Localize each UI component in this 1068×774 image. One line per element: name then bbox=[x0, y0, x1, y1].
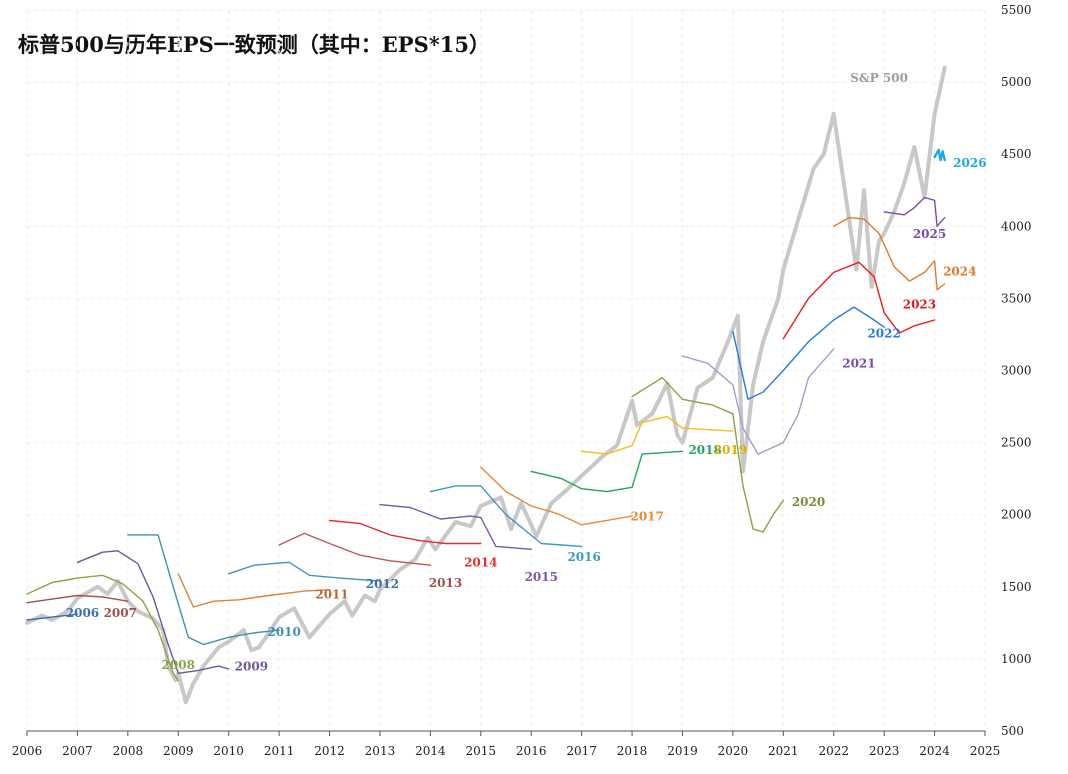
series-line-2013 bbox=[278, 532, 432, 566]
y-tick-label: 1000 bbox=[1001, 652, 1032, 666]
y-tick-label: 4000 bbox=[1001, 219, 1032, 233]
series-label-2022: 2022 bbox=[867, 326, 900, 340]
series-label-2019: 2019 bbox=[714, 443, 747, 457]
series-line-2007 bbox=[26, 594, 129, 604]
y-tick-label: 1500 bbox=[1001, 580, 1032, 594]
x-tick-label: 2009 bbox=[163, 744, 194, 758]
series-label-2025: 2025 bbox=[913, 227, 946, 241]
x-tick-label: 2019 bbox=[667, 744, 698, 758]
x-tick-label: 2006 bbox=[12, 744, 43, 758]
series-line-2014 bbox=[328, 519, 482, 545]
series-line-2008 bbox=[26, 574, 179, 682]
series-label-2014: 2014 bbox=[464, 556, 497, 570]
x-tick-label: 2007 bbox=[62, 744, 93, 758]
series-line-2015 bbox=[379, 503, 532, 550]
y-tick-label: 5500 bbox=[1001, 3, 1032, 17]
series-label-2007: 2007 bbox=[104, 606, 137, 620]
series-label-2009: 2009 bbox=[235, 659, 268, 673]
x-tick-label: 2010 bbox=[213, 744, 244, 758]
series-line-2006 bbox=[26, 613, 79, 621]
x-tick-label: 2013 bbox=[365, 744, 396, 758]
series-line-s-p-500 bbox=[25, 65, 947, 705]
series-label-2012: 2012 bbox=[366, 577, 399, 591]
series-line-2021 bbox=[681, 348, 835, 455]
y-tick-label: 2500 bbox=[1001, 436, 1032, 450]
series-line-2019 bbox=[580, 415, 734, 455]
axes: 500 1000 1500 2000 2500 3000 3500 4000 4500 5000 5… bbox=[12, 3, 1032, 758]
series-line-2024 bbox=[833, 216, 946, 291]
series-label-s-p-500: S&P 500 bbox=[850, 71, 908, 85]
series-label-2018: 2018 bbox=[688, 443, 721, 457]
x-tick-label: 2022 bbox=[818, 744, 849, 758]
x-tick-label: 2015 bbox=[466, 744, 497, 758]
y-tick-label: 5000 bbox=[1001, 75, 1032, 89]
series-line-2012 bbox=[228, 561, 381, 582]
x-tick-label: 2025 bbox=[970, 744, 1001, 758]
series-label-2020: 2020 bbox=[792, 495, 825, 509]
x-tick-label: 2023 bbox=[869, 744, 900, 758]
series-label-2017: 2017 bbox=[630, 509, 663, 523]
series-label-2021: 2021 bbox=[842, 357, 875, 371]
series-line-2023 bbox=[782, 261, 936, 340]
series-label-2006: 2006 bbox=[66, 606, 99, 620]
series-label-2016: 2016 bbox=[567, 550, 600, 564]
x-tick-label: 2014 bbox=[415, 744, 446, 758]
series-group bbox=[25, 65, 947, 705]
x-tick-label: 2011 bbox=[264, 744, 295, 758]
x-tick-label: 2024 bbox=[919, 744, 950, 758]
series-label-2008: 2008 bbox=[162, 658, 195, 672]
series-line-2010 bbox=[127, 534, 280, 646]
gridlines bbox=[26, 9, 986, 732]
series-line-2017 bbox=[480, 466, 633, 526]
series-line-2020 bbox=[631, 377, 784, 533]
series-label-2010: 2010 bbox=[267, 625, 300, 639]
series-label-2026: 2026 bbox=[953, 156, 986, 170]
x-tick-label: 2012 bbox=[314, 744, 345, 758]
series-line-2022 bbox=[732, 306, 885, 400]
chart-title: 标普500与历年EPS一致预测（其中：EPS*15） bbox=[18, 32, 490, 57]
x-tick-label: 2020 bbox=[718, 744, 749, 758]
y-tick-label: 4500 bbox=[1001, 147, 1032, 161]
x-tick-label: 2021 bbox=[768, 744, 799, 758]
x-tick-label: 2017 bbox=[566, 744, 597, 758]
x-tick-label: 2016 bbox=[516, 744, 547, 758]
series-line-2009 bbox=[76, 550, 230, 674]
x-tick-label: 2008 bbox=[113, 744, 144, 758]
series-line-2026 bbox=[933, 148, 946, 162]
series-label-2015: 2015 bbox=[525, 570, 558, 584]
y-tick-label: 500 bbox=[1001, 724, 1024, 738]
x-tick-label: 2018 bbox=[617, 744, 648, 758]
series-line-2016 bbox=[429, 485, 583, 548]
series-label-2013: 2013 bbox=[429, 576, 462, 590]
y-tick-label: 3500 bbox=[1001, 291, 1032, 305]
series-line-2018 bbox=[530, 450, 684, 493]
series-label-2024: 2024 bbox=[943, 264, 976, 278]
y-tick-label: 3000 bbox=[1001, 364, 1032, 378]
series-label-2023: 2023 bbox=[903, 297, 936, 311]
series-line-2011 bbox=[177, 573, 331, 608]
series-line-2025 bbox=[883, 196, 946, 227]
series-label-2011: 2011 bbox=[315, 587, 348, 601]
y-tick-label: 2000 bbox=[1001, 508, 1032, 522]
